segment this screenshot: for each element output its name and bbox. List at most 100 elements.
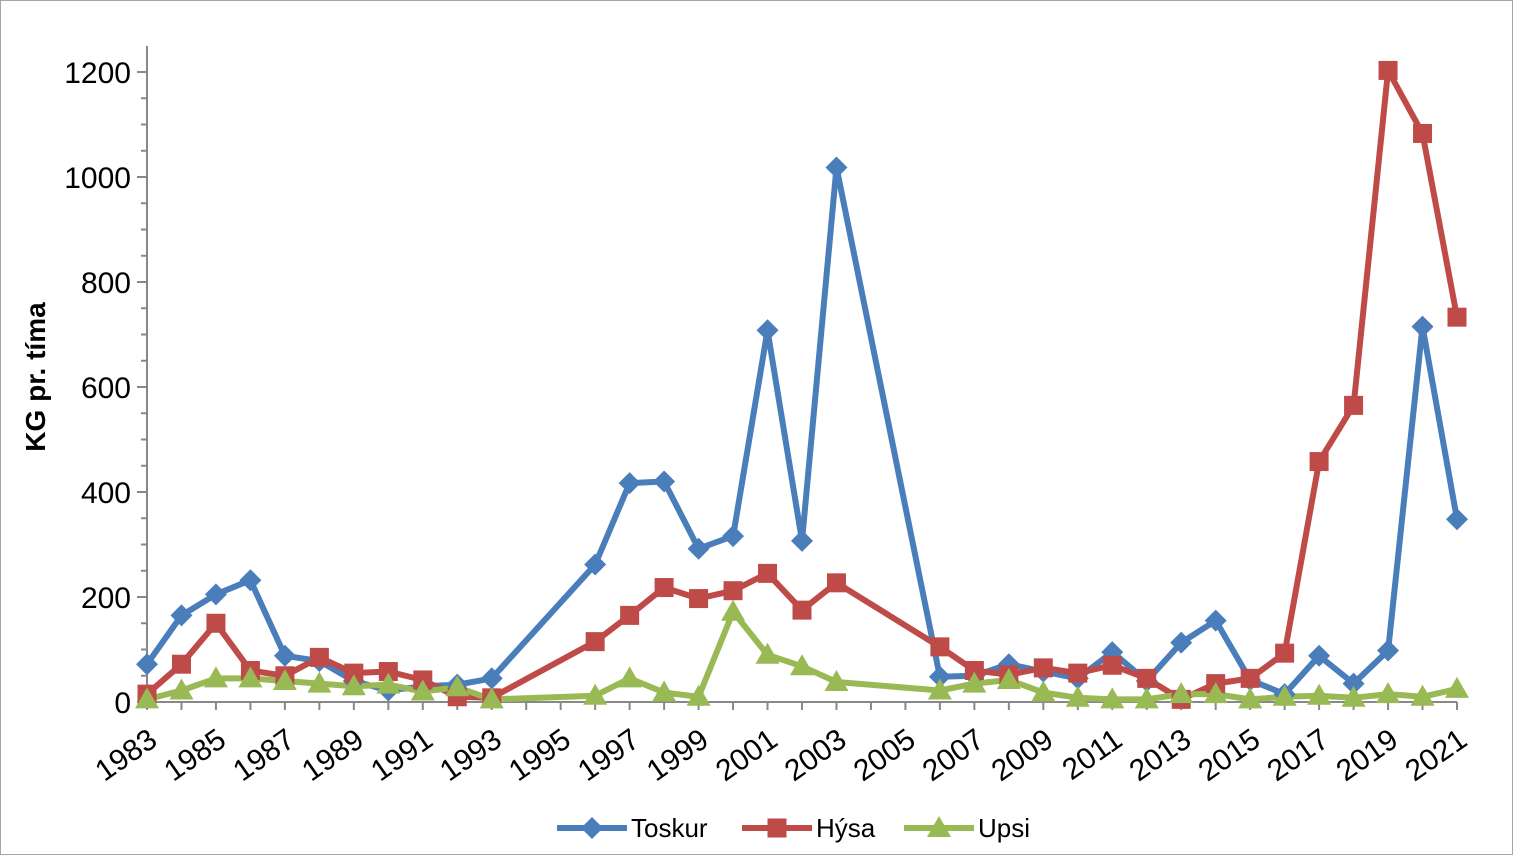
data-point-toskur — [204, 583, 227, 606]
data-point-upsi — [652, 680, 677, 702]
data-point-upsi — [1169, 682, 1194, 704]
data-point-toskur — [1411, 315, 1434, 338]
data-point-toskur — [584, 553, 607, 576]
legend-label-upsi: Upsi — [978, 813, 1030, 843]
x-tick-label: 1991 — [365, 723, 439, 788]
x-tick-label: 1995 — [503, 723, 577, 788]
data-point-upsi — [686, 684, 711, 706]
legend-label-h-sa: Hýsa — [816, 813, 876, 843]
x-tick-label: 2003 — [779, 723, 853, 788]
data-point-h-sa — [1344, 395, 1364, 415]
x-tick-label: 2009 — [986, 723, 1060, 788]
data-point-toskur — [653, 470, 676, 493]
y-axis-title: KG pr. tíma — [20, 302, 51, 452]
legend-marker-toskur — [581, 817, 603, 839]
x-tick-label: 2001 — [710, 723, 784, 788]
data-point-h-sa — [344, 663, 364, 683]
data-point-upsi — [410, 679, 435, 701]
legend: Toskur Hýsa Upsi — [557, 813, 1030, 843]
data-point-upsi — [1410, 684, 1435, 706]
data-point-toskur — [825, 156, 848, 179]
y-tick-label: 1200 — [64, 57, 131, 90]
data-point-upsi — [721, 599, 746, 621]
data-point-upsi — [1445, 676, 1469, 698]
data-point-toskur — [687, 537, 710, 560]
data-point-h-sa — [309, 647, 329, 667]
data-point-upsi — [1307, 683, 1332, 705]
y-tick-label: 200 — [81, 582, 131, 615]
data-point-h-sa — [1378, 60, 1398, 80]
data-point-upsi — [996, 667, 1021, 689]
data-point-toskur — [1446, 508, 1468, 531]
data-point-upsi — [341, 674, 366, 696]
data-point-h-sa — [964, 661, 984, 680]
data-point-toskur — [1308, 644, 1331, 667]
data-point-h-sa — [1240, 668, 1260, 688]
x-tick-label: 2021 — [1399, 723, 1473, 788]
data-point-toskur — [722, 525, 745, 548]
data-point-h-sa — [585, 632, 605, 652]
data-point-h-sa — [1033, 658, 1053, 678]
data-point-h-sa — [930, 637, 950, 657]
data-point-upsi — [272, 669, 297, 690]
x-tick-label: 2013 — [1124, 723, 1198, 788]
y-tick-label: 800 — [81, 267, 131, 300]
x-tick-label: 1987 — [227, 723, 301, 788]
series-markers — [135, 60, 1469, 709]
data-point-upsi — [445, 675, 470, 697]
data-point-h-sa — [1275, 643, 1295, 663]
data-point-upsi — [135, 687, 159, 709]
data-point-h-sa — [620, 605, 640, 625]
x-tick-label: 1983 — [89, 723, 163, 788]
data-point-upsi — [1203, 682, 1228, 704]
legend-marker-h-sa — [767, 818, 787, 838]
data-point-upsi — [1065, 685, 1090, 707]
data-point-upsi — [169, 678, 194, 700]
x-tick-label: 1993 — [434, 723, 508, 788]
data-point-upsi — [1031, 680, 1056, 702]
y-tick-label: 1000 — [64, 162, 131, 195]
data-point-h-sa — [1447, 307, 1467, 327]
data-point-h-sa — [1413, 123, 1433, 143]
data-point-h-sa — [1309, 452, 1329, 472]
data-point-toskur — [480, 667, 503, 690]
data-point-h-sa — [1068, 663, 1088, 683]
data-point-upsi — [1272, 684, 1297, 706]
data-point-toskur — [170, 604, 193, 627]
data-point-upsi — [617, 666, 642, 688]
data-point-upsi — [824, 670, 849, 692]
legend-marker-upsi — [927, 816, 951, 837]
data-point-h-sa — [826, 573, 846, 593]
data-point-h-sa — [654, 578, 674, 598]
x-tick-label: 1999 — [641, 723, 715, 788]
y-tick-label: 600 — [81, 372, 131, 405]
data-point-upsi — [790, 654, 814, 676]
data-point-upsi — [1100, 687, 1125, 709]
data-point-toskur — [136, 653, 158, 676]
x-tick-label: 1985 — [158, 723, 232, 788]
data-point-upsi — [376, 672, 401, 694]
data-point-toskur — [928, 665, 951, 688]
x-tick-label: 2007 — [917, 723, 991, 788]
data-point-upsi — [1341, 685, 1366, 707]
x-tick-label: 1989 — [296, 723, 370, 788]
data-point-upsi — [203, 666, 228, 688]
data-point-toskur — [618, 472, 641, 495]
data-point-toskur — [756, 319, 779, 342]
data-point-upsi — [962, 671, 987, 693]
x-tick-label: 2005 — [848, 723, 922, 788]
y-tick-label: 0 — [114, 687, 131, 720]
data-point-h-sa — [171, 654, 191, 674]
data-point-h-sa — [792, 600, 812, 620]
data-point-toskur — [791, 529, 813, 552]
data-point-h-sa — [1102, 655, 1122, 675]
data-point-upsi — [1376, 682, 1401, 704]
x-tick-label: 1997 — [572, 723, 646, 788]
data-point-upsi — [1134, 687, 1159, 709]
data-point-upsi — [1238, 687, 1263, 709]
data-point-toskur — [239, 569, 262, 592]
data-point-h-sa — [378, 662, 398, 682]
data-point-upsi — [479, 687, 504, 709]
